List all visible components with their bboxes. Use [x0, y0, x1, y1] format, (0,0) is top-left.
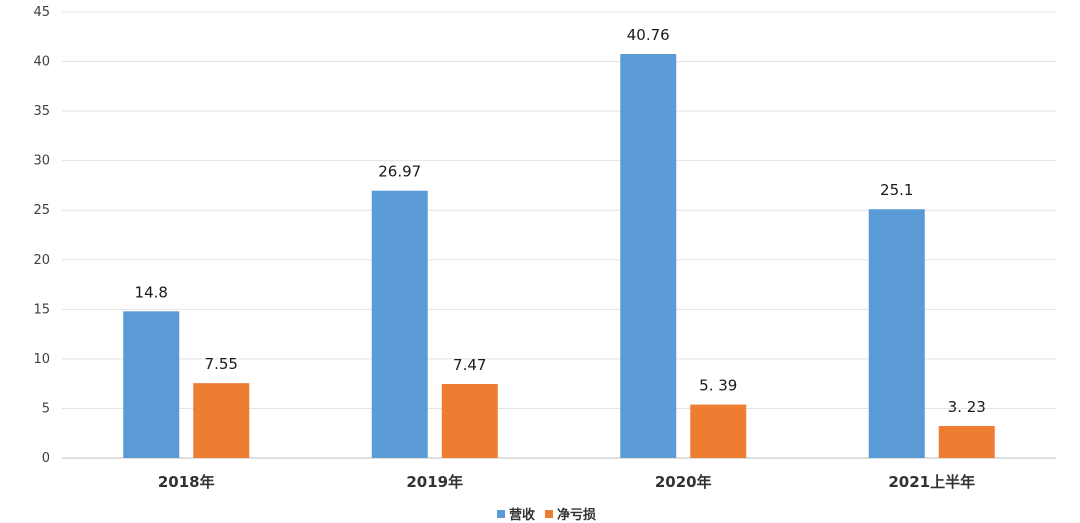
y-tick-label: 10 — [33, 352, 50, 367]
bar-revenue — [868, 209, 925, 458]
y-tick-label: 40 — [33, 55, 50, 70]
x-category-label: 2020年 — [655, 473, 712, 491]
x-category-label: 2021上半年 — [888, 473, 975, 491]
y-axis-ticks: 0 5 10 15 20 25 30 35 40 45 — [33, 5, 50, 466]
bar-net-loss — [441, 383, 498, 458]
y-tick-label: 15 — [33, 302, 50, 317]
data-label: 5. 39 — [699, 377, 737, 395]
data-label: 14.8 — [135, 283, 168, 301]
y-tick-label: 35 — [33, 104, 50, 119]
bar-revenue — [123, 311, 180, 458]
legend-swatch — [545, 510, 553, 518]
legend-label: 净亏损 — [557, 507, 596, 523]
legend-label: 营收 — [509, 507, 536, 523]
bar-net-loss — [938, 425, 995, 458]
legend: 营收 净亏损 — [497, 507, 596, 523]
bar-revenue — [620, 54, 677, 459]
legend-swatch — [497, 510, 505, 518]
y-tick-label: 20 — [33, 253, 50, 268]
y-tick-label: 45 — [33, 5, 50, 20]
y-tick-label: 25 — [33, 203, 50, 218]
bar-net-loss — [690, 404, 747, 458]
data-label: 3. 23 — [948, 398, 986, 416]
data-label: 25.1 — [880, 181, 913, 199]
x-axis-categories: 2018年 2019年 2020年 2021上半年 — [158, 473, 975, 491]
data-label: 7.55 — [205, 355, 238, 373]
data-label: 26.97 — [378, 163, 421, 181]
data-label: 40.76 — [627, 26, 670, 44]
x-category-label: 2019年 — [406, 473, 463, 491]
y-tick-label: 0 — [42, 451, 50, 466]
bar-net-loss — [193, 383, 250, 458]
bars — [123, 54, 995, 459]
data-label: 7.47 — [453, 356, 486, 374]
bar-revenue — [371, 190, 428, 458]
data-labels: 14.8 7.55 26.97 7.47 40.76 5. 39 25.1 3. 23 — [135, 26, 986, 416]
y-tick-label: 30 — [33, 154, 50, 169]
x-category-label: 2018年 — [158, 473, 215, 491]
y-tick-label: 5 — [42, 401, 50, 416]
